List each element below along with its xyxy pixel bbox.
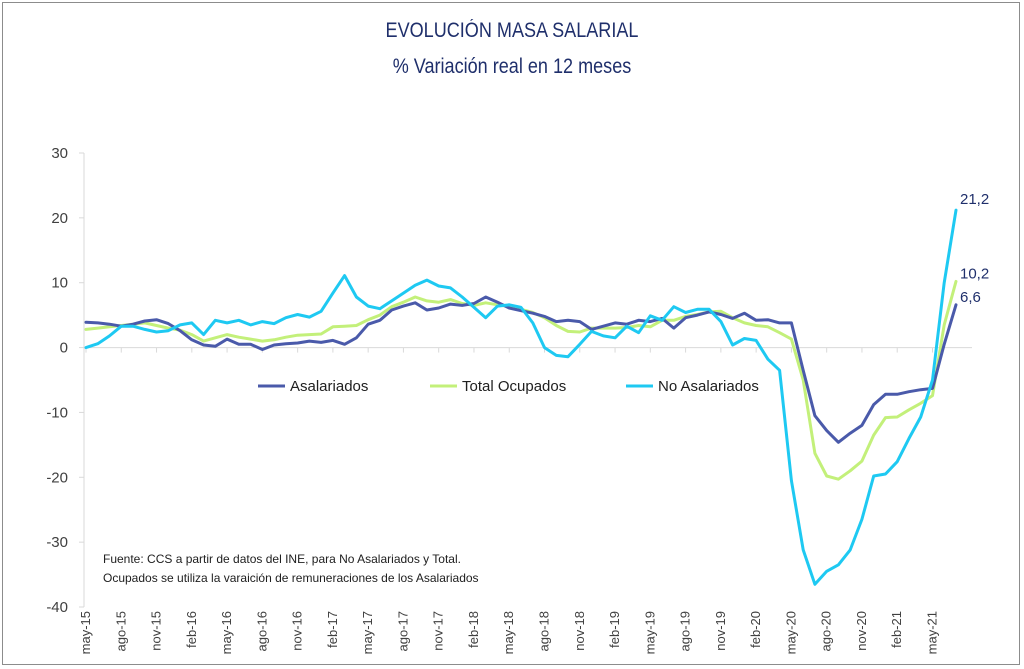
axes (79, 152, 972, 608)
x-tick-label: may-15 (78, 611, 93, 654)
y-tick-label: -20 (46, 469, 68, 486)
x-tick-label: ago-19 (678, 611, 693, 651)
x-tick-label: ago-18 (537, 611, 552, 651)
x-tick-label: nov-18 (572, 611, 587, 651)
legend-label-total-ocupados: Total Ocupados (462, 378, 566, 395)
x-tick-label: nov-20 (854, 611, 869, 651)
end-label-total-ocupados: 10,2 (960, 265, 989, 282)
series-lines (84, 208, 958, 586)
legend-label-no-asalariados: No Asalariados (658, 378, 759, 395)
x-tick-label: nov-17 (431, 611, 446, 651)
x-tick-label: may-16 (219, 611, 234, 654)
x-tick-label: ago-15 (113, 611, 128, 651)
y-tick-label: -30 (46, 534, 68, 551)
chart-subtitle: % Variación real en 12 meses (392, 55, 632, 78)
x-tick-label: may-21 (924, 611, 939, 654)
y-tick-label: 20 (51, 210, 68, 227)
x-tick-label: feb-21 (889, 611, 904, 648)
source-note-line-1: Fuente: CCS a partir de datos del INE, p… (103, 552, 461, 566)
y-tick-label: 0 (60, 340, 68, 357)
end-label-asalariados: 6,6 (960, 289, 981, 306)
x-tick-label: may-20 (783, 611, 798, 654)
x-tick-label: nov-19 (713, 611, 728, 651)
x-tick-label: may-17 (360, 611, 375, 654)
series-line-no-asalariados (84, 208, 958, 586)
x-tick-label: feb-19 (607, 611, 622, 648)
y-tick-label: -40 (46, 599, 68, 616)
legend-label-asalariados: Asalariados (290, 378, 368, 395)
x-tick-label: feb-16 (184, 611, 199, 648)
tick-labels: 30 20 10 0 -10 -20 -30 -40 may-15 ago-15 nov-15 feb… (46, 145, 939, 654)
x-tick-label: ago-17 (395, 611, 410, 651)
x-tick-label: ago-20 (819, 611, 834, 651)
end-labels: 6,6 10,2 21,2 (960, 191, 989, 306)
x-tick-label: may-18 (501, 611, 516, 654)
legend: Asalariados Total Ocupados No Asalariados (258, 378, 759, 395)
y-tick-label: 30 (51, 145, 68, 162)
x-tick-label: may-19 (642, 611, 657, 654)
series-line-asalariados (84, 295, 958, 444)
y-tick-label: -10 (46, 404, 68, 421)
chart-title: EVOLUCIÓN MASA SALARIAL (385, 19, 639, 42)
y-tick-label: 10 (51, 275, 68, 292)
end-label-no-asalariados: 21,2 (960, 191, 989, 208)
x-tick-label: feb-17 (325, 611, 340, 648)
x-tick-label: nov-15 (149, 611, 164, 651)
x-tick-label: feb-20 (748, 611, 763, 648)
x-tick-label: nov-16 (290, 611, 305, 651)
x-tick-label: feb-18 (466, 611, 481, 648)
x-tick-label: ago-16 (254, 611, 269, 651)
source-note-line-2: Ocupados se utiliza la varaición de remu… (103, 571, 479, 585)
